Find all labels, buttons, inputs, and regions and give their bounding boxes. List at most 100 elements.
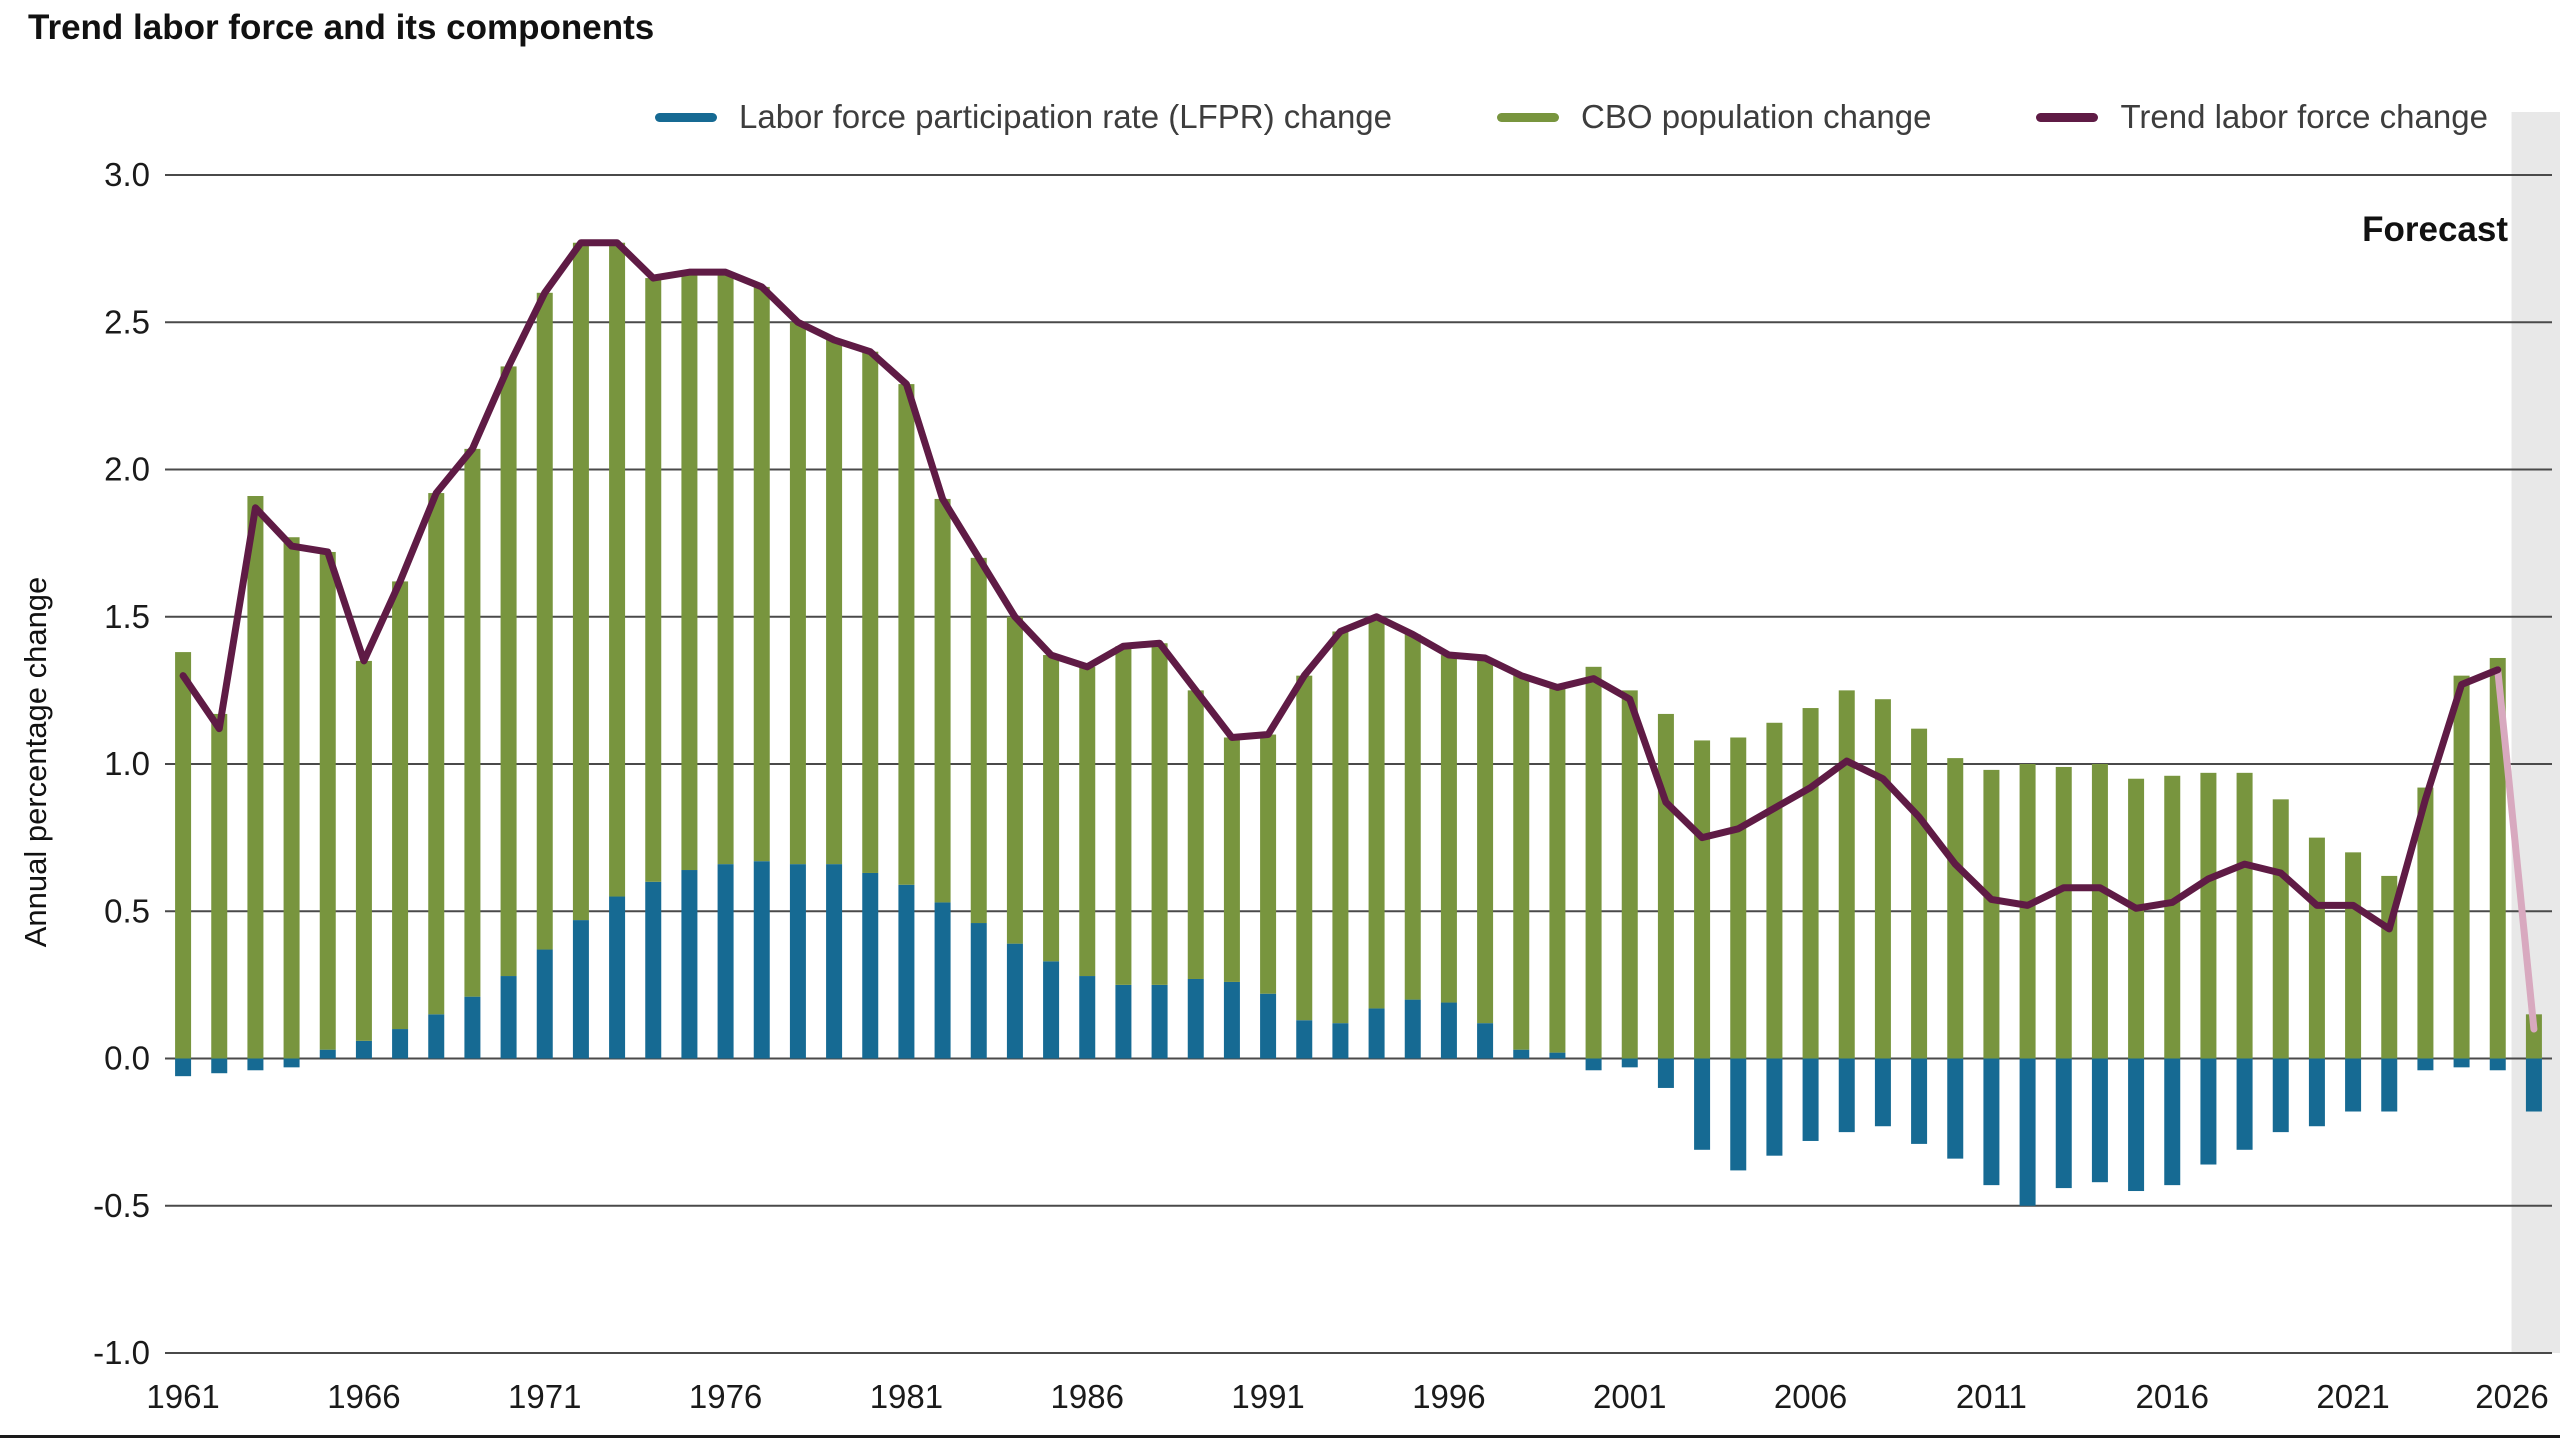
bar-population: [2019, 764, 2036, 1059]
legend-item-trend: Trend labor force change: [2036, 98, 2488, 136]
bar-lfpr: [2019, 1058, 2036, 1206]
trend-line: [179, 239, 2502, 933]
bar-population: [1296, 675, 1313, 1021]
bar-population: [500, 366, 517, 977]
bar-lfpr: [428, 1014, 445, 1059]
bar-lfpr: [392, 1029, 409, 1059]
bar-population: [1766, 722, 1783, 1059]
y-tick-label: 1.0: [104, 745, 150, 782]
bar-population: [2345, 852, 2362, 1059]
bar-population: [1368, 616, 1385, 1009]
bar-lfpr: [2489, 1058, 2506, 1071]
y-tick-label: 3.0: [104, 156, 150, 193]
bar-population: [789, 322, 806, 865]
bar-population: [2308, 837, 2325, 1059]
bar-lfpr: [572, 920, 589, 1059]
bar-lfpr: [355, 1040, 372, 1059]
bar-population: [1911, 728, 1928, 1059]
bar-lfpr: [609, 896, 626, 1059]
bar-lfpr: [536, 949, 553, 1059]
bar-population: [1006, 616, 1023, 944]
bar-population: [934, 498, 951, 903]
chart-title: Trend labor force and its components: [28, 8, 655, 47]
bar-lfpr: [1223, 981, 1240, 1059]
bar-lfpr: [753, 861, 770, 1059]
legend-label-lfpr: Labor force participation rate (LFPR) ch…: [739, 98, 1393, 135]
legend-item-lfpr: Labor force participation rate (LFPR) ch…: [655, 98, 1392, 136]
bar-population: [1730, 737, 1747, 1059]
x-tick-label: 2016: [2136, 1378, 2209, 1415]
bar-population: [1440, 655, 1457, 1003]
bar-lfpr: [2525, 1058, 2542, 1112]
bar-population: [283, 537, 300, 1059]
bar-lfpr: [2200, 1058, 2217, 1165]
bar-population: [1657, 713, 1674, 1059]
bar-population: [1477, 657, 1494, 1024]
x-tick-label: 2011: [1956, 1378, 2027, 1415]
y-tick-label: 2.5: [104, 303, 150, 340]
bar-population: [1151, 643, 1168, 985]
bar-lfpr: [211, 1058, 228, 1074]
bar-lfpr: [1296, 1020, 1313, 1059]
bar-population: [1115, 646, 1132, 985]
legend-label-population: CBO population change: [1581, 98, 1932, 135]
forecast-band: [2511, 112, 2560, 1353]
bar-lfpr: [1115, 984, 1132, 1059]
x-tick-label: 1976: [689, 1378, 762, 1415]
bar-population: [536, 292, 553, 950]
x-tick-label: 1991: [1231, 1378, 1304, 1415]
bar-population: [898, 384, 915, 885]
legend: Labor force participation rate (LFPR) ch…: [655, 98, 2488, 136]
bar-population: [1223, 737, 1240, 982]
bar-lfpr: [1947, 1058, 1964, 1159]
bar-population: [2200, 772, 2217, 1059]
y-tick-label: 0.5: [104, 892, 150, 929]
bar-lfpr: [1440, 1002, 1457, 1059]
bar-population: [2417, 787, 2434, 1059]
bar-lfpr: [1621, 1058, 1638, 1068]
bar-lfpr: [1911, 1058, 1928, 1144]
trend-line-forecast: [2494, 666, 2538, 1033]
bar-lfpr: [1260, 993, 1277, 1059]
bar-population: [645, 278, 662, 882]
bar-population: [826, 339, 843, 865]
bar-population: [1802, 708, 1819, 1059]
bar-lfpr: [1151, 984, 1168, 1059]
bar-lfpr: [2055, 1058, 2072, 1189]
bar-lfpr: [1802, 1058, 1819, 1141]
bar-lfpr: [826, 864, 843, 1059]
bar-lfpr: [1549, 1052, 1566, 1059]
bar-population: [681, 272, 698, 871]
bar-lfpr: [319, 1049, 336, 1059]
bar-lfpr: [1730, 1058, 1747, 1171]
bar-population: [1332, 631, 1349, 1024]
x-tick-label: 1996: [1412, 1378, 1485, 1415]
bar-population: [1187, 690, 1204, 979]
bar-population: [1404, 634, 1421, 1000]
y-axis-label: Annual percentage change: [18, 576, 53, 948]
bar-population: [862, 351, 879, 873]
bar-lfpr: [175, 1058, 192, 1077]
bar-lfpr: [2345, 1058, 2362, 1112]
bar-lfpr: [1838, 1058, 1855, 1133]
bar-population: [1838, 690, 1855, 1059]
bar-lfpr: [500, 976, 517, 1059]
bar-population: [211, 713, 228, 1059]
bar-lfpr: [934, 902, 951, 1059]
bar-lfpr: [1368, 1008, 1385, 1059]
bar-population: [1694, 740, 1711, 1059]
bar-population: [319, 551, 336, 1050]
bar-lfpr: [1874, 1058, 1891, 1127]
bar-lfpr: [789, 864, 806, 1059]
bottom-rule: [0, 1435, 2560, 1438]
legend-label-trend: Trend labor force change: [2120, 98, 2488, 135]
bar-population: [1983, 769, 2000, 1059]
bar-population: [572, 242, 589, 921]
bar-population: [2236, 772, 2253, 1059]
x-tick-label: 2006: [1774, 1378, 1847, 1415]
bar-lfpr: [1513, 1049, 1530, 1059]
bar-population: [2164, 775, 2181, 1059]
bar-population: [753, 286, 770, 862]
bar-population: [428, 493, 445, 1015]
x-tick-label: 1986: [1051, 1378, 1124, 1415]
